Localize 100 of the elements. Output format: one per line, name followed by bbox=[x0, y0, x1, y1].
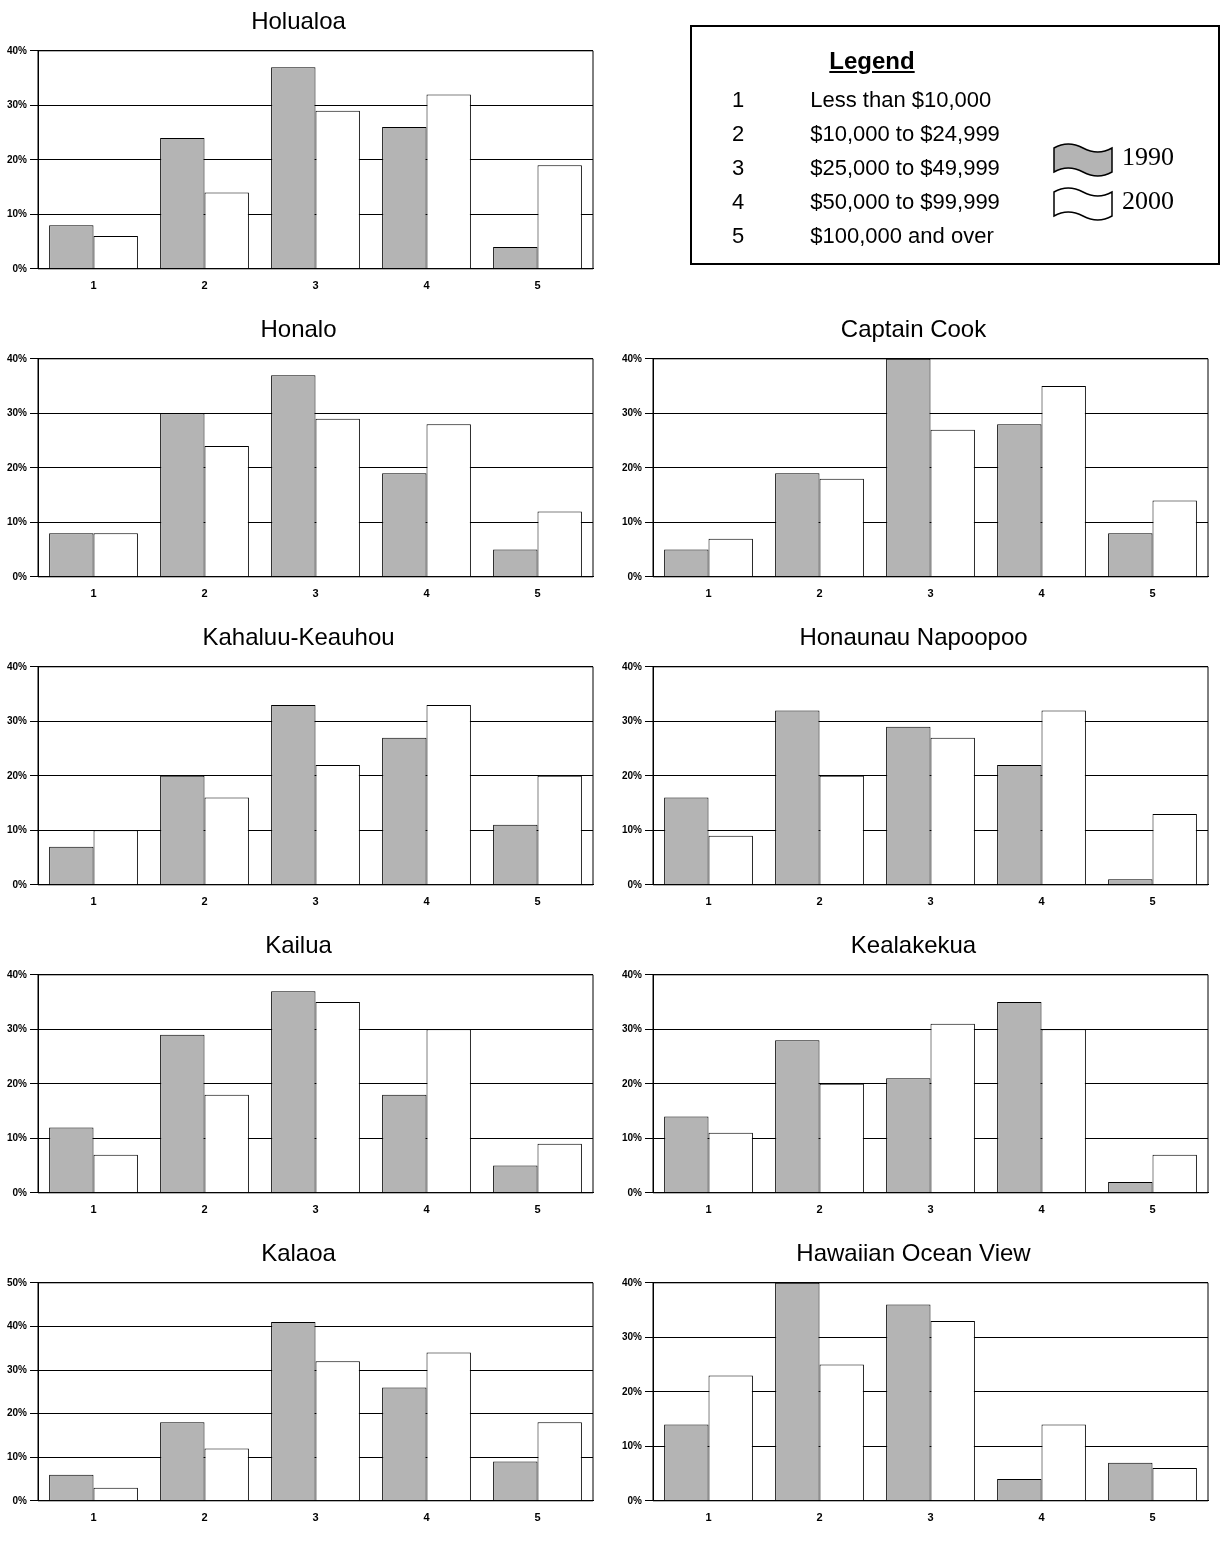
chart-title: Kahaluu-Keauhou bbox=[202, 623, 395, 651]
x-tick-label: 5 bbox=[534, 279, 541, 292]
chart-title: Kailua bbox=[265, 931, 333, 959]
text: 2000 bbox=[1122, 186, 1174, 216]
y-tick-label: 40% bbox=[7, 660, 28, 672]
category-label: 5 $100,000 and over bbox=[732, 223, 994, 248]
y-tick-label: 0% bbox=[627, 1186, 643, 1198]
x-tick-label: 2 bbox=[201, 1511, 208, 1524]
x-tick-label: 2 bbox=[816, 1203, 823, 1216]
x-tick-label: 2 bbox=[201, 587, 208, 600]
y-tick-label: 0% bbox=[12, 878, 28, 890]
x-tick-label: 3 bbox=[927, 895, 934, 908]
x-tick-label: 1 bbox=[90, 895, 97, 908]
text: 1990 bbox=[1122, 142, 1174, 172]
x-tick-label: 3 bbox=[927, 1203, 934, 1216]
x-tick-label: 5 bbox=[534, 1203, 541, 1216]
y-tick-label: 30% bbox=[622, 1023, 643, 1035]
x-tick-label: 1 bbox=[705, 1511, 712, 1524]
y-tick-label: 10% bbox=[622, 516, 643, 528]
y-tick-label: 40% bbox=[622, 352, 643, 364]
x-tick-label: 2 bbox=[201, 279, 208, 292]
x-tick-label: 5 bbox=[534, 1511, 541, 1524]
y-tick-label: 10% bbox=[7, 824, 28, 836]
x-tick-label: 2 bbox=[201, 895, 208, 908]
category-label: 2 $10,000 to $24,999 bbox=[732, 121, 1000, 146]
y-tick-label: 20% bbox=[7, 769, 28, 781]
chart-title: Kalaoa bbox=[261, 1239, 337, 1267]
y-tick-label: 10% bbox=[7, 208, 28, 220]
y-tick-label: 40% bbox=[7, 352, 28, 364]
chart-title: Honaunau Napoopoo bbox=[799, 623, 1028, 651]
x-tick-label: 4 bbox=[423, 1203, 431, 1216]
y-tick-label: 30% bbox=[7, 1023, 28, 1035]
x-tick-label: 1 bbox=[90, 587, 97, 600]
y-tick-label: 0% bbox=[12, 1494, 28, 1506]
y-tick-label: 40% bbox=[7, 1320, 28, 1332]
x-tick-label: 2 bbox=[816, 587, 823, 600]
x-tick-label: 4 bbox=[1038, 1511, 1046, 1524]
x-tick-label: 3 bbox=[312, 1203, 319, 1216]
y-tick-label: 40% bbox=[622, 660, 643, 672]
x-tick-label: 1 bbox=[90, 279, 97, 292]
y-tick-label: 0% bbox=[627, 878, 643, 890]
y-tick-label: 20% bbox=[7, 153, 28, 165]
x-tick-label: 3 bbox=[312, 587, 319, 600]
y-tick-label: 30% bbox=[7, 407, 28, 419]
y-tick-label: 30% bbox=[622, 715, 643, 727]
y-tick-label: 20% bbox=[7, 461, 28, 473]
x-tick-label: 5 bbox=[534, 895, 541, 908]
chart-title: Hawaiian Ocean View bbox=[796, 1239, 1032, 1267]
x-tick-label: 3 bbox=[312, 1511, 319, 1524]
y-tick-label: 0% bbox=[12, 262, 28, 274]
x-tick-label: 1 bbox=[90, 1203, 97, 1216]
y-tick-label: 0% bbox=[12, 1186, 28, 1198]
x-tick-label: 2 bbox=[816, 1511, 823, 1524]
x-tick-label: 5 bbox=[1149, 895, 1156, 908]
y-tick-label: 20% bbox=[7, 1077, 28, 1089]
y-tick-label: 10% bbox=[622, 824, 643, 836]
chart-title: Honalo bbox=[260, 315, 337, 343]
y-tick-label: 40% bbox=[622, 968, 643, 980]
chart-title: Holualoa bbox=[251, 7, 347, 35]
text: Legend bbox=[828, 47, 916, 75]
category-label: 1 Less than $10,000 bbox=[732, 87, 992, 112]
chart-title: Captain Cook bbox=[840, 315, 988, 343]
y-tick-label: 30% bbox=[7, 715, 28, 727]
x-tick-label: 3 bbox=[927, 1511, 934, 1524]
x-tick-label: 4 bbox=[423, 1511, 431, 1524]
y-tick-label: 0% bbox=[627, 570, 643, 582]
x-tick-label: 3 bbox=[312, 279, 319, 292]
y-tick-label: 20% bbox=[622, 461, 643, 473]
y-tick-label: 40% bbox=[7, 44, 28, 56]
y-tick-label: 30% bbox=[7, 99, 28, 111]
y-tick-label: 20% bbox=[7, 1407, 28, 1419]
x-tick-label: 4 bbox=[423, 279, 431, 292]
x-tick-label: 5 bbox=[1149, 1203, 1156, 1216]
y-tick-label: 10% bbox=[7, 1450, 28, 1462]
y-tick-label: 0% bbox=[627, 1494, 643, 1506]
x-tick-label: 1 bbox=[705, 1203, 712, 1216]
x-tick-label: 4 bbox=[1038, 895, 1046, 908]
y-tick-label: 0% bbox=[12, 570, 28, 582]
x-tick-label: 5 bbox=[534, 587, 541, 600]
x-tick-label: 4 bbox=[423, 587, 431, 600]
y-tick-label: 50% bbox=[7, 1276, 28, 1288]
y-tick-label: 10% bbox=[622, 1132, 643, 1144]
y-tick-label: 10% bbox=[7, 516, 28, 528]
y-tick-label: 40% bbox=[7, 968, 28, 980]
x-tick-label: 1 bbox=[90, 1511, 97, 1524]
y-tick-label: 20% bbox=[622, 1385, 643, 1397]
y-tick-label: 30% bbox=[622, 407, 643, 419]
x-tick-label: 2 bbox=[816, 895, 823, 908]
x-tick-label: 5 bbox=[1149, 587, 1156, 600]
x-tick-label: 5 bbox=[1149, 1511, 1156, 1524]
x-tick-label: 3 bbox=[312, 895, 319, 908]
y-tick-label: 10% bbox=[622, 1440, 643, 1452]
y-tick-label: 30% bbox=[622, 1331, 643, 1343]
x-tick-label: 2 bbox=[201, 1203, 208, 1216]
x-tick-label: 4 bbox=[1038, 587, 1046, 600]
x-tick-label: 4 bbox=[423, 895, 431, 908]
x-tick-label: 1 bbox=[705, 895, 712, 908]
category-label: 4 $50,000 to $99,999 bbox=[732, 189, 1000, 214]
y-tick-label: 20% bbox=[622, 769, 643, 781]
x-tick-label: 3 bbox=[927, 587, 934, 600]
